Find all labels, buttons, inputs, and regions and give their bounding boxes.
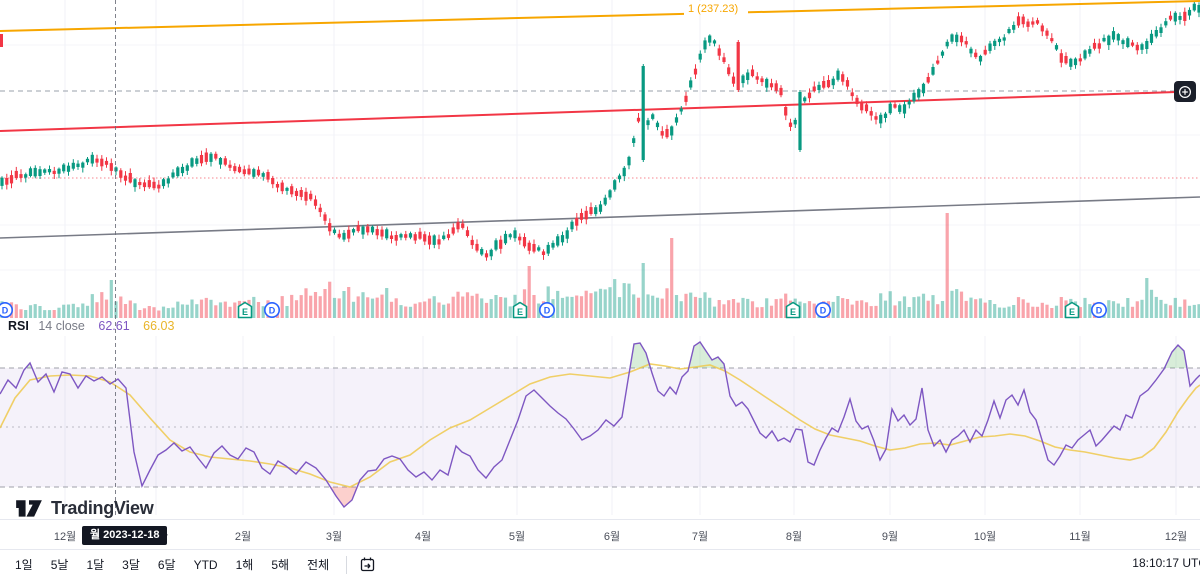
range-button-1해[interactable]: 1해: [235, 558, 254, 572]
toolbar-separator: [346, 555, 348, 574]
axis-month-label: 12월: [53, 531, 77, 543]
svg-text:E: E: [517, 307, 523, 317]
trendline-label-gap: [684, 1, 748, 15]
rsi-line[interactable]: [0, 341, 1200, 509]
trendline-gray[interactable]: [0, 196, 1200, 239]
range-buttons: 1일 5날 1달 3달 6달 YTD 1해 5해 전체: [6, 553, 338, 576]
svg-text:E: E: [242, 307, 248, 317]
rsi-params: 14 close: [38, 319, 85, 333]
axis-month-label: 4월: [414, 531, 432, 543]
svg-text:D: D: [269, 306, 276, 316]
tradingview-logo-icon: [14, 496, 44, 520]
axis-month-label: 7월: [691, 531, 709, 543]
rsi-legend[interactable]: RSI 14 close 62.61 66.03: [8, 319, 174, 333]
chart-background: [0, 0, 1200, 518]
axis-month-label: 9월: [881, 531, 899, 543]
range-button-3달[interactable]: 3달: [122, 558, 140, 572]
axis-month-label: 3월: [325, 531, 343, 543]
axis-month-label: 5월: [508, 531, 526, 543]
tradingview-logo-text: TradingView: [51, 497, 154, 518]
svg-text:D: D: [544, 306, 551, 316]
earnings-badge[interactable]: E: [237, 301, 253, 319]
add-alert-plus-badge[interactable]: [1174, 81, 1196, 102]
range-button-1일[interactable]: 1일: [15, 558, 33, 572]
dividend-badge[interactable]: D: [814, 301, 831, 318]
clock-utc: 18:10:17 UTC: [1132, 556, 1200, 570]
range-toolbar: 1일 5날 1달 3달 6달 YTD 1해 5해 전체: [0, 549, 1200, 579]
time-axis[interactable]: 12월20242월3월4월5월6월7월8월9월10월11월12월 월 2023-…: [0, 519, 1200, 549]
axis-month-label: 12월: [1164, 531, 1188, 543]
range-button-5날[interactable]: 5날: [50, 558, 69, 572]
svg-text:D: D: [820, 306, 827, 316]
goto-date-button[interactable]: [355, 553, 379, 577]
tradingview-logo[interactable]: TradingView: [14, 496, 154, 520]
axis-month-label: 10월: [973, 531, 997, 543]
circle-plus-icon: [1178, 85, 1192, 99]
trendline-orange[interactable]: [0, 0, 1200, 32]
dividend-badge[interactable]: D: [1091, 301, 1108, 318]
rsi-value: 62.61: [98, 319, 130, 333]
svg-text:E: E: [1069, 307, 1075, 317]
dividend-badge[interactable]: D: [538, 301, 555, 318]
range-button-YTD[interactable]: YTD: [193, 557, 218, 572]
trendline-red[interactable]: [0, 91, 1177, 132]
earnings-badge[interactable]: E: [512, 301, 528, 319]
rsi-ma-line[interactable]: [0, 363, 1200, 488]
calendar-icon: [359, 556, 376, 573]
svg-text:D: D: [1096, 306, 1103, 316]
rsi-title: RSI: [8, 319, 29, 333]
axis-month-label: 2월: [234, 531, 252, 543]
earnings-badge[interactable]: E: [785, 301, 801, 319]
svg-text:E: E: [790, 307, 796, 317]
range-button-5해[interactable]: 5해: [271, 558, 290, 572]
trendline-price-label: 1 (237.23): [688, 3, 738, 15]
svg-text:D: D: [2, 306, 9, 316]
range-button-1달[interactable]: 1달: [86, 558, 105, 572]
rsi-ma-value: 66.03: [143, 319, 175, 333]
chart-canvas[interactable]: 1 (237.23) E E E E D D D D D: [0, 0, 1200, 518]
candlesticks: [0, 2, 1200, 261]
range-button-전체[interactable]: 전체: [307, 558, 330, 572]
dividend-badge[interactable]: D: [0, 302, 13, 318]
axis-month-label: 6월: [603, 531, 621, 543]
axis-month-label: 11월: [1069, 531, 1091, 543]
range-button-6달[interactable]: 6달: [157, 558, 176, 572]
dividend-badge[interactable]: D: [263, 301, 280, 318]
edge-candle-fragment: [0, 34, 3, 47]
axis-month-label: 8월: [785, 531, 803, 543]
crosshair-date-tooltip: 월 2023-12-18: [82, 526, 168, 545]
earnings-badge[interactable]: E: [1064, 301, 1080, 319]
